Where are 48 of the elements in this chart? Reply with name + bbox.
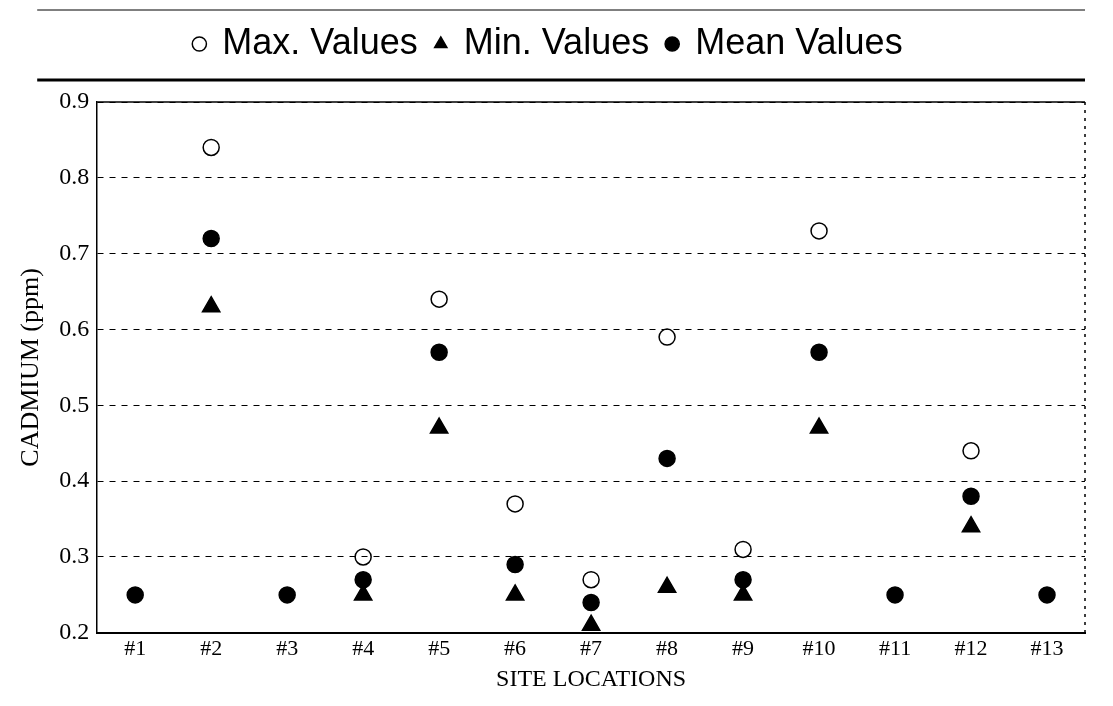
point <box>278 586 296 604</box>
y-tick-label: 0.4 <box>59 466 90 493</box>
point <box>658 328 676 346</box>
y-tick-label: 0.7 <box>59 238 90 265</box>
point <box>962 487 980 506</box>
point <box>506 555 524 574</box>
x-tick-label: #12 <box>954 634 988 660</box>
y-axis-title: CADMIUM (ppm) <box>15 268 45 467</box>
point <box>506 495 524 513</box>
point <box>810 343 828 361</box>
x-tick-label: #6 <box>504 634 527 660</box>
point <box>126 586 144 604</box>
point <box>354 548 372 566</box>
point <box>430 290 448 308</box>
x-tick-label: #5 <box>428 634 451 660</box>
point <box>658 449 676 468</box>
legend-label: Max. Values <box>222 20 418 62</box>
point <box>202 229 220 248</box>
point <box>734 540 752 559</box>
x-tick-label: #1 <box>124 634 147 660</box>
x-tick-label: #4 <box>352 634 375 660</box>
point <box>734 570 752 589</box>
x-tick-label: #2 <box>200 634 223 660</box>
legend-label: Min. Values <box>463 20 650 62</box>
x-axis-title: SITE LOCATIONS <box>496 664 687 691</box>
x-tick-label: #9 <box>732 634 755 660</box>
point <box>810 222 828 240</box>
x-tick-label: #8 <box>656 634 679 660</box>
point <box>354 570 372 589</box>
x-tick-label: #3 <box>276 634 299 660</box>
point <box>1038 586 1056 604</box>
x-tick-label: #11 <box>878 634 912 660</box>
y-tick-label: 0.6 <box>59 314 90 341</box>
legend-label: Mean Values <box>695 20 903 62</box>
point <box>962 442 980 460</box>
x-tick-label: #13 <box>1030 634 1064 660</box>
x-tick-label: #7 <box>580 634 603 660</box>
y-tick-label: 0.9 <box>59 87 90 114</box>
point <box>202 138 220 157</box>
point <box>886 586 904 604</box>
x-tick-label: #10 <box>802 634 836 660</box>
point <box>430 343 448 361</box>
point <box>582 570 600 589</box>
y-tick-label: 0.5 <box>59 390 90 417</box>
y-tick-label: 0.2 <box>59 618 90 645</box>
y-tick-label: 0.8 <box>59 163 90 190</box>
y-tick-label: 0.3 <box>59 542 90 569</box>
point <box>582 593 600 612</box>
